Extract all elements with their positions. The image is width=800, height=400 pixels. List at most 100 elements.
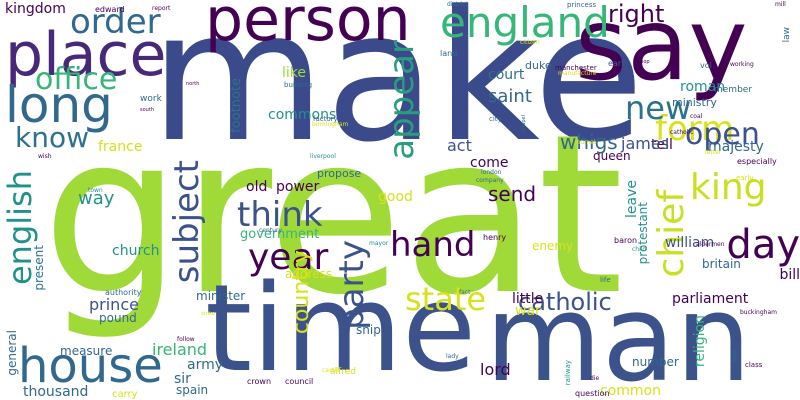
- word-time: time: [205, 260, 477, 399]
- word-council: council: [285, 377, 314, 386]
- word-city: city: [489, 115, 502, 123]
- word-britain: britain: [702, 257, 741, 271]
- word-vol: vol: [700, 61, 712, 70]
- word-district: district: [447, 1, 468, 8]
- word-alfred: alfred: [330, 367, 356, 377]
- word-hand: hand: [390, 225, 476, 265]
- word-right: right: [608, 0, 665, 28]
- word-thousand: thousand: [23, 384, 89, 400]
- word-open: open: [685, 117, 760, 152]
- word-person: person: [205, 0, 411, 55]
- word-company: company: [476, 177, 504, 184]
- word-lord: lord: [480, 360, 511, 379]
- word-man: man: [485, 270, 752, 400]
- word-kingdom: kingdom: [5, 1, 66, 17]
- word-roman: roman: [680, 79, 726, 95]
- word-new: new: [625, 89, 692, 127]
- word-century: century: [259, 227, 282, 234]
- word-die: die: [590, 375, 600, 382]
- word-chapel: chapel: [521, 115, 527, 132]
- word-ministry: ministry: [672, 96, 717, 109]
- word-make: make: [150, 0, 645, 182]
- word-authority: authority: [105, 288, 142, 297]
- word-mayor: mayor: [369, 240, 389, 247]
- word-place: place: [5, 20, 167, 90]
- word-duke: duke: [525, 59, 552, 72]
- word-king: king: [690, 167, 767, 208]
- word-william: william: [665, 235, 715, 251]
- word-birmingham: birmingham: [312, 121, 349, 128]
- word-lady: lady: [446, 353, 459, 360]
- word-day: day: [726, 222, 800, 268]
- word-queen: queen: [593, 149, 631, 163]
- word-good: good: [378, 189, 413, 205]
- word-catholic-small: catholic: [670, 129, 694, 136]
- word-act: act: [447, 136, 472, 155]
- word-saint: saint: [488, 86, 532, 107]
- word-bishop: bishop: [633, 59, 650, 65]
- word-mill: mill: [775, 1, 786, 8]
- word-bill: bill: [779, 267, 800, 283]
- word-citizen: citizen: [520, 39, 540, 46]
- word-present: present: [32, 245, 46, 291]
- word-know: know: [15, 121, 89, 154]
- word-house: house: [18, 338, 163, 394]
- word-james: james: [621, 134, 670, 153]
- word-old: old: [246, 179, 268, 195]
- word-war: war: [515, 303, 541, 319]
- word-great: great: [42, 87, 624, 343]
- word-town: town: [88, 187, 103, 194]
- word-edward: edward: [95, 5, 125, 14]
- word-state: state: [405, 280, 487, 318]
- word-manufacture: manufacture: [558, 70, 597, 77]
- word-railway: railway: [564, 360, 572, 386]
- word-london: london: [481, 169, 502, 176]
- word-government: government: [240, 227, 320, 242]
- word-south: south: [140, 107, 154, 113]
- word-order: order: [70, 2, 161, 42]
- word-line: line: [730, 350, 738, 363]
- word-buckingham: buckingham: [740, 309, 777, 316]
- word-form: form: [655, 109, 735, 149]
- word-member: member: [714, 85, 753, 95]
- word-especially: especially: [737, 157, 777, 166]
- word-princess: princess: [567, 1, 597, 9]
- word-court: court: [488, 67, 525, 83]
- word-measure: measure: [60, 344, 113, 358]
- word-baron: baron: [614, 236, 638, 245]
- word-work: work: [140, 94, 162, 104]
- word-building: building: [284, 81, 313, 89]
- word-church: church: [112, 243, 160, 259]
- word-common: common: [600, 383, 661, 399]
- word-law: law: [782, 27, 792, 43]
- word-child: child: [632, 246, 647, 253]
- word-fact: fact: [459, 289, 471, 296]
- word-footnote: footnote: [229, 78, 244, 133]
- word-question: question: [575, 389, 610, 398]
- word-prince: prince: [89, 295, 139, 314]
- word-wish: wish: [38, 153, 52, 160]
- word-army: army: [187, 357, 224, 373]
- word-letter: letter: [705, 149, 722, 156]
- word-minister: minister: [196, 289, 246, 303]
- word-life: life: [600, 276, 611, 284]
- word-ireland: ireland: [152, 340, 208, 359]
- word-catholic: catholic: [518, 288, 612, 316]
- word-coal: coal: [690, 113, 703, 120]
- word-come: come: [470, 155, 509, 171]
- word-party: party: [332, 240, 372, 330]
- word-way: way: [78, 188, 115, 209]
- word-spain: spain: [176, 383, 209, 397]
- word-number: number: [632, 355, 679, 369]
- word-power: power: [276, 179, 320, 195]
- word-earl: earl: [608, 59, 624, 68]
- word-liverpool: liverpool: [310, 153, 336, 160]
- word-france: france: [98, 139, 143, 155]
- word-address: address: [285, 267, 333, 281]
- word-follow: follow: [177, 336, 195, 343]
- word-class: class: [745, 361, 763, 369]
- word-whigs: whigs: [560, 130, 618, 154]
- word-crown: crown: [247, 377, 272, 386]
- word-long: long: [5, 76, 113, 134]
